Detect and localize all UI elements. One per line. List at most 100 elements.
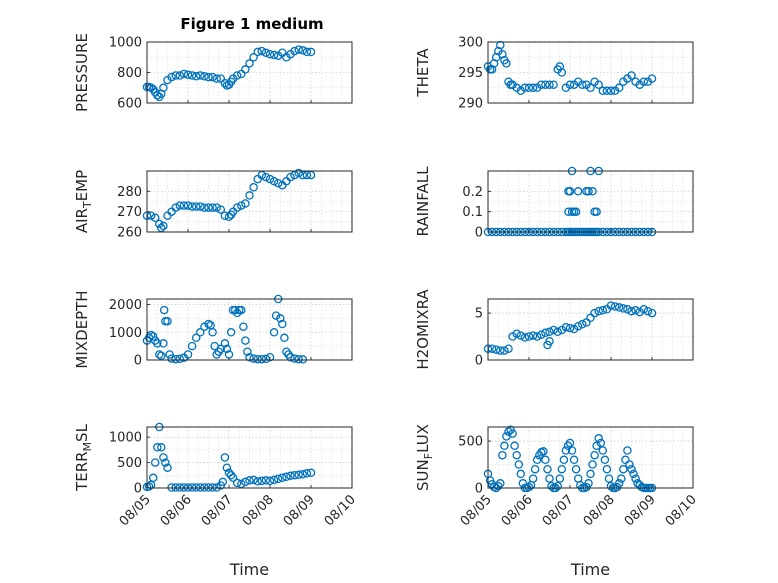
x-tick-label: 08/08	[581, 492, 618, 529]
data-point	[561, 446, 571, 455]
data-point	[171, 354, 180, 364]
data-point	[647, 308, 657, 318]
x-tick-label: 08/06	[158, 492, 195, 529]
data-point	[512, 450, 521, 460]
data-point	[598, 446, 608, 455]
plot-frame	[487, 41, 694, 104]
data-point	[504, 427, 513, 436]
data-point	[491, 345, 501, 354]
data-point	[265, 49, 275, 59]
data-point	[571, 207, 581, 216]
plot-frame	[146, 41, 353, 104]
data-point	[516, 469, 526, 479]
data-point	[208, 203, 217, 212]
data-point	[631, 474, 640, 483]
data-point	[537, 330, 546, 339]
y-axis-label-part: SL	[73, 423, 91, 442]
data-point	[306, 47, 316, 57]
y-axis-label-part: LUX	[414, 424, 432, 453]
data-point	[496, 40, 505, 50]
data-point	[218, 477, 228, 487]
y-tick-label: 0	[475, 226, 483, 241]
data-point	[306, 170, 316, 180]
data-point	[298, 170, 308, 180]
data-point	[249, 53, 258, 62]
data-point	[153, 443, 162, 452]
data-point	[298, 355, 308, 364]
data-point	[241, 336, 250, 345]
data-point	[253, 354, 262, 364]
data-point	[208, 483, 217, 492]
data-point	[286, 172, 295, 182]
data-point	[524, 83, 534, 93]
y-axis-label-part: TERR	[73, 451, 91, 492]
data-point	[500, 346, 509, 355]
data-point	[565, 438, 575, 448]
y-tick-label: 0	[134, 482, 142, 497]
data-point	[175, 483, 185, 492]
y-tick-label: 270	[117, 205, 142, 220]
data-point	[578, 80, 587, 89]
data-point	[598, 306, 608, 315]
data-point	[167, 483, 176, 492]
data-point	[265, 476, 275, 486]
data-point	[532, 332, 542, 341]
data-point	[557, 464, 567, 474]
data-point	[565, 323, 575, 333]
x-tick-label: 08/09	[281, 492, 318, 529]
y-tick-label: 5	[475, 307, 483, 322]
data-point	[220, 453, 230, 462]
data-point	[257, 170, 267, 180]
data-point	[159, 221, 168, 231]
data-point	[586, 469, 595, 479]
data-point	[514, 460, 524, 469]
data-point	[161, 458, 170, 467]
y-axis-label: MIXDEPTH	[73, 290, 91, 368]
y-tick-label: 800	[117, 66, 142, 81]
data-point	[187, 71, 197, 80]
data-point	[596, 438, 606, 448]
y-tick-label: 295	[458, 66, 483, 81]
data-point	[167, 72, 176, 82]
data-point	[278, 473, 287, 483]
data-point	[282, 472, 291, 482]
data-point	[602, 86, 612, 96]
data-point	[155, 219, 164, 229]
data-point	[578, 320, 587, 329]
data-point	[146, 330, 156, 340]
data-point	[261, 354, 271, 364]
data-point	[208, 72, 217, 82]
data-point	[541, 328, 550, 338]
data-point	[619, 304, 628, 313]
data-point	[528, 331, 538, 340]
y-tick-label: 0	[134, 354, 142, 369]
data-point	[614, 83, 624, 93]
x-axis-label: Time	[570, 560, 610, 579]
data-point	[245, 59, 254, 68]
data-point	[273, 178, 283, 188]
data-point	[204, 203, 213, 212]
data-point	[573, 321, 583, 331]
data-point	[187, 341, 197, 351]
y-tick-label: 500	[117, 456, 142, 471]
data-point	[643, 306, 653, 316]
data-point	[261, 172, 271, 182]
data-point	[614, 479, 624, 488]
data-point	[487, 344, 497, 353]
data-point	[584, 187, 593, 196]
plot-frame	[487, 170, 694, 233]
data-point	[549, 80, 558, 89]
y-tick-label: 2000	[109, 298, 142, 313]
data-point	[144, 482, 154, 491]
data-point	[545, 80, 554, 89]
data-point	[549, 325, 558, 335]
data-point	[245, 191, 254, 200]
data-point	[179, 483, 189, 492]
data-point	[594, 434, 603, 443]
data-point	[631, 306, 640, 315]
data-point	[539, 447, 548, 456]
data-point	[232, 203, 242, 212]
plot-area	[487, 298, 694, 361]
y-axis-label-subscript: M	[81, 442, 94, 452]
